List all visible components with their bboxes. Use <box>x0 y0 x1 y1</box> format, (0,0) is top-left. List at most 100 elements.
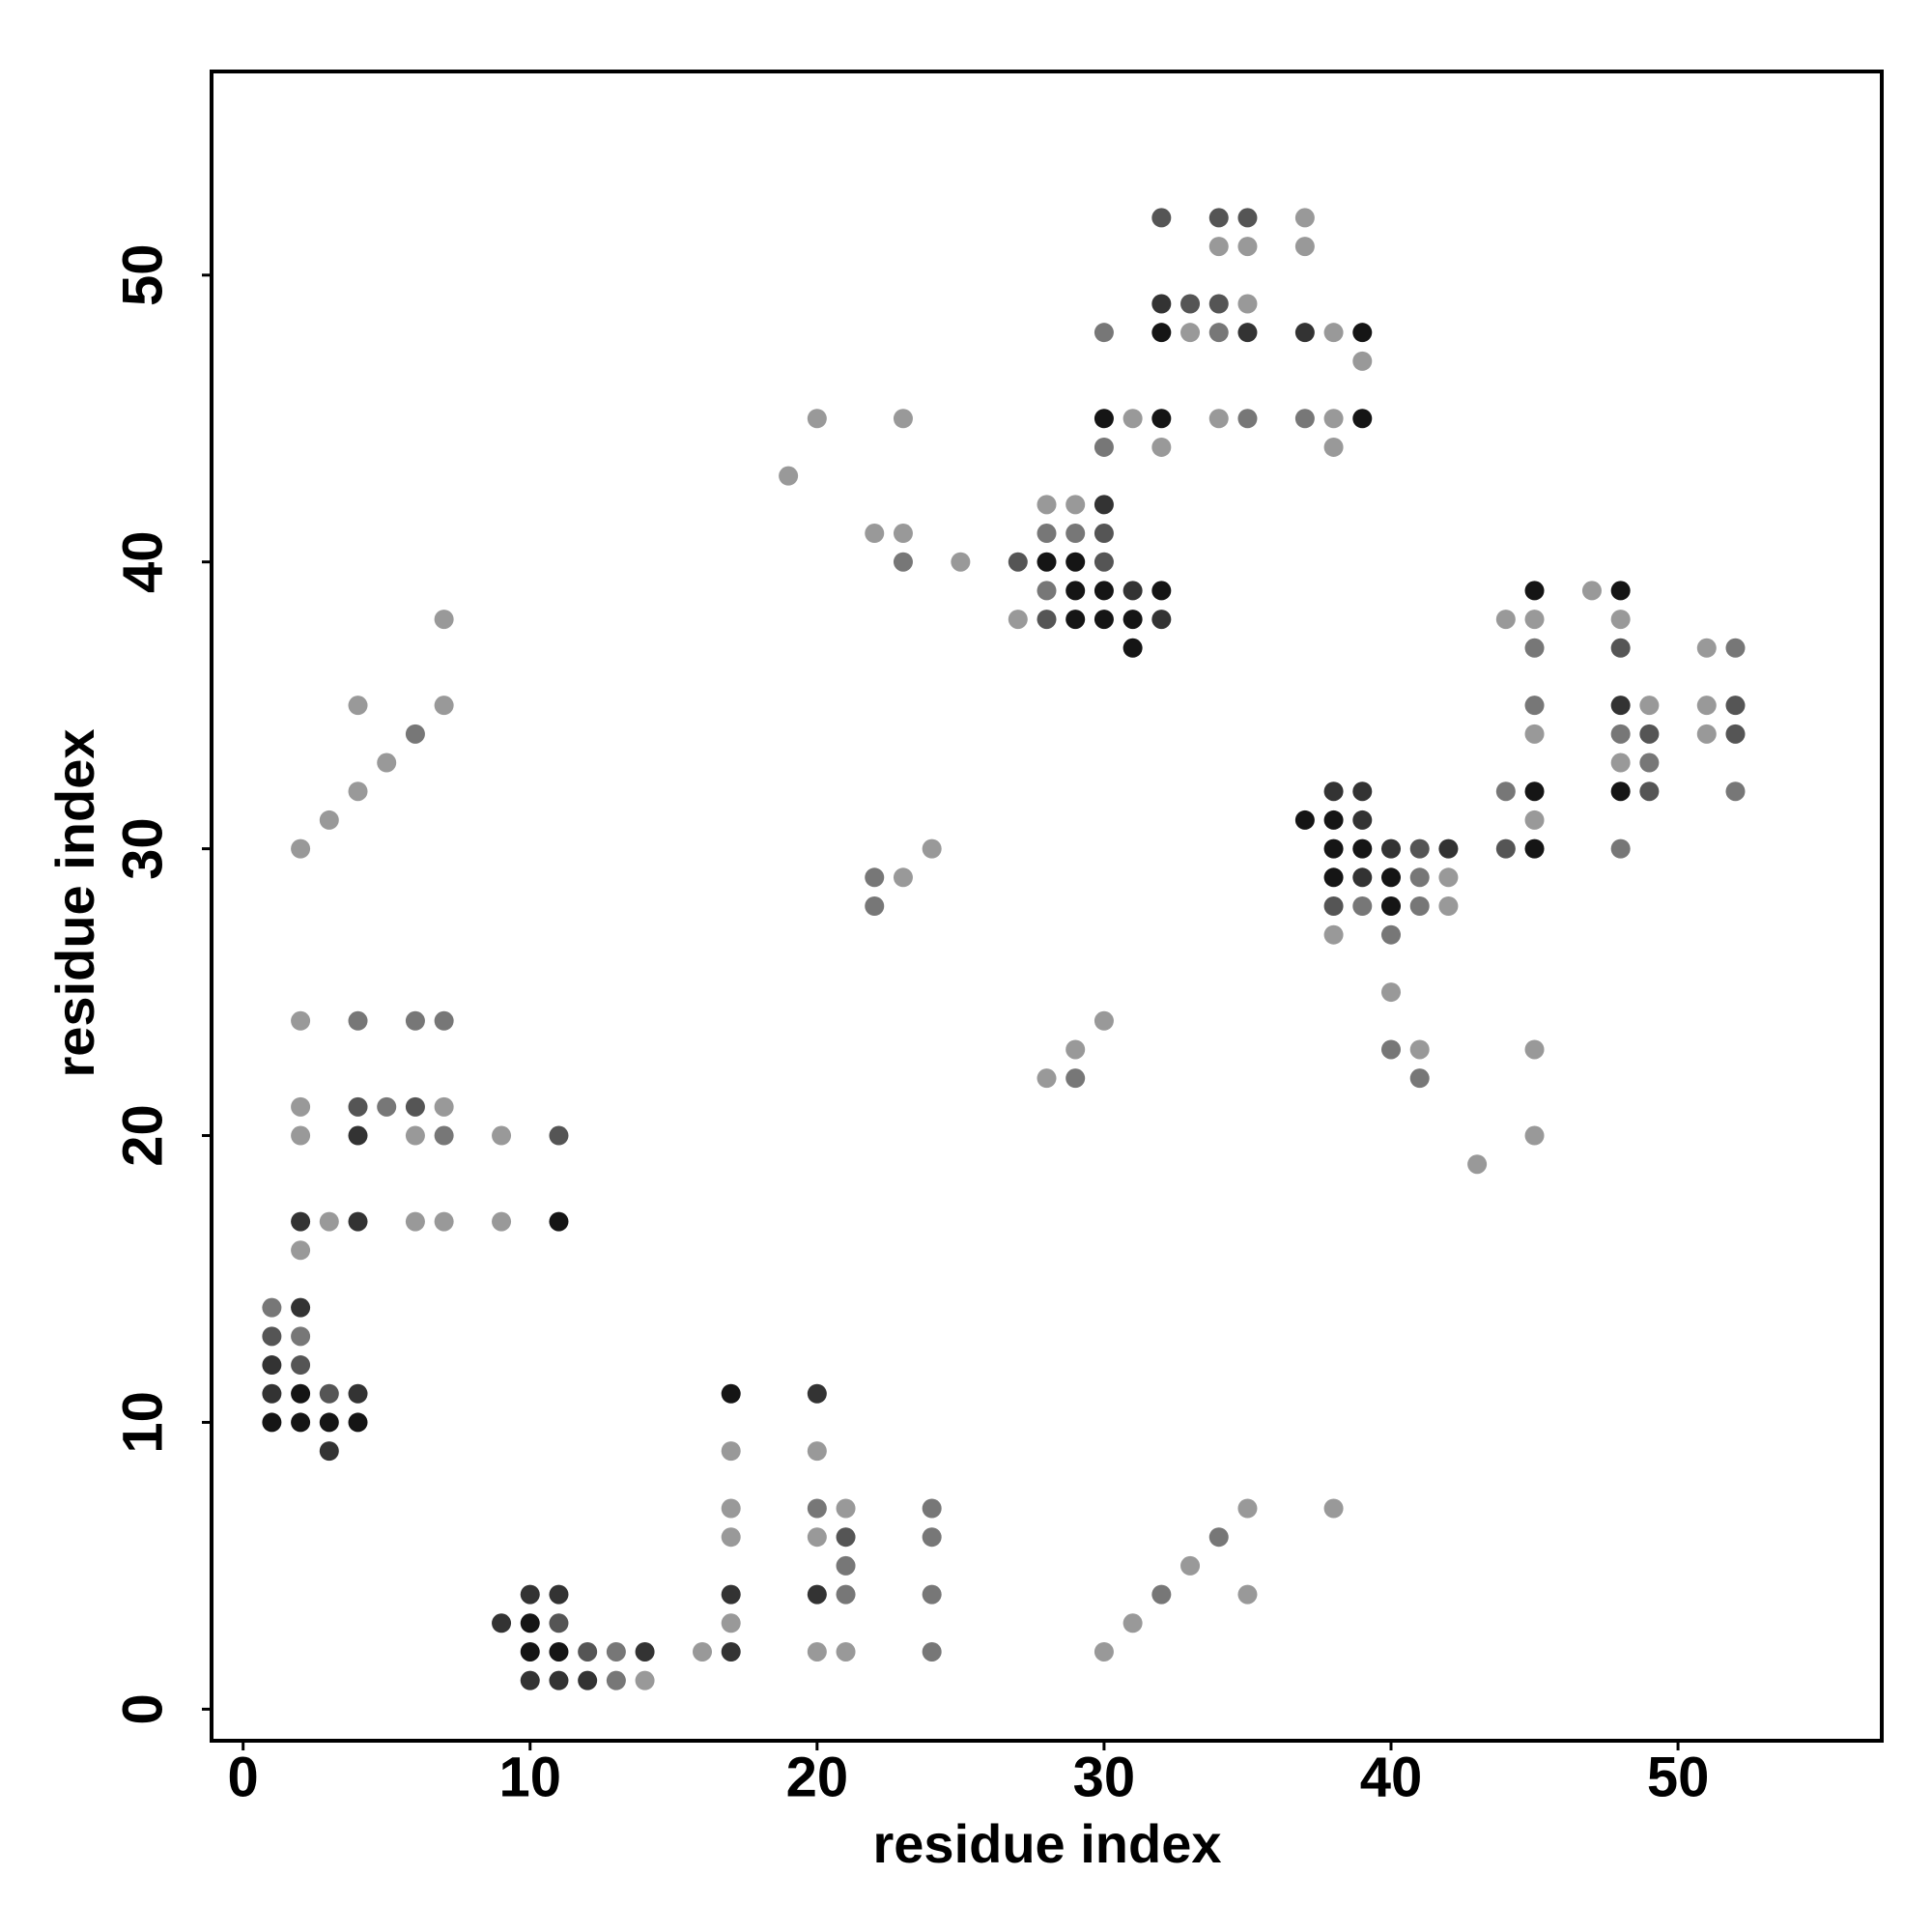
x-tick-label: 10 <box>498 1746 561 1808</box>
point <box>635 1670 655 1690</box>
point <box>1639 724 1660 744</box>
point <box>348 1383 368 1404</box>
point <box>1151 610 1172 630</box>
point <box>1065 581 1086 601</box>
point <box>1237 1584 1258 1605</box>
point <box>922 1641 942 1662</box>
point <box>1208 237 1229 257</box>
point <box>262 1383 282 1404</box>
point <box>721 1498 741 1519</box>
point <box>1237 208 1258 228</box>
point <box>1237 409 1258 429</box>
point <box>1094 437 1114 457</box>
point <box>1323 838 1344 859</box>
point <box>836 1555 856 1576</box>
point <box>721 1441 741 1462</box>
point <box>865 524 885 544</box>
point <box>1323 323 1344 343</box>
point <box>721 1641 741 1662</box>
point <box>1409 867 1430 888</box>
point <box>291 1297 311 1318</box>
point <box>1380 867 1401 888</box>
point <box>1151 437 1172 457</box>
point <box>1696 638 1717 658</box>
point <box>807 1584 827 1605</box>
point <box>1610 581 1631 601</box>
point <box>1610 610 1631 630</box>
point <box>1151 409 1172 429</box>
point <box>1524 1039 1545 1060</box>
point <box>1524 781 1545 802</box>
point <box>291 1355 311 1376</box>
point <box>1237 237 1258 257</box>
point <box>893 867 913 888</box>
point <box>1208 208 1229 228</box>
point <box>922 1584 942 1605</box>
point <box>1294 237 1315 257</box>
y-tick-label: 20 <box>111 1104 174 1167</box>
point <box>578 1641 598 1662</box>
point <box>1323 1498 1344 1519</box>
point <box>492 1211 512 1232</box>
point <box>922 1527 942 1548</box>
point <box>1122 1613 1143 1634</box>
point <box>1094 552 1114 572</box>
point <box>492 1613 512 1634</box>
point <box>693 1641 713 1662</box>
point <box>1237 323 1258 343</box>
point <box>1323 924 1344 945</box>
point <box>492 1125 512 1146</box>
point <box>291 1240 311 1261</box>
point <box>434 696 454 716</box>
point <box>1122 638 1143 658</box>
point <box>1524 810 1545 830</box>
point <box>319 1211 339 1232</box>
point <box>549 1584 569 1605</box>
point <box>836 1498 856 1519</box>
point <box>1323 896 1344 916</box>
point <box>836 1527 856 1548</box>
point <box>291 1096 311 1117</box>
point <box>262 1326 282 1347</box>
point <box>405 1211 425 1232</box>
point <box>549 1613 569 1634</box>
point <box>1438 867 1459 888</box>
x-tick-label: 30 <box>1073 1746 1136 1808</box>
point <box>1610 724 1631 744</box>
point <box>721 1527 741 1548</box>
point <box>1467 1154 1488 1175</box>
point <box>1065 552 1086 572</box>
point <box>348 781 368 802</box>
point <box>1409 896 1430 916</box>
point <box>1610 753 1631 773</box>
point <box>1037 552 1057 572</box>
point <box>319 1383 339 1404</box>
point <box>1294 409 1315 429</box>
point <box>1380 924 1401 945</box>
point <box>922 1498 942 1519</box>
point <box>1495 610 1516 630</box>
point <box>1639 696 1660 716</box>
point <box>1094 581 1114 601</box>
point <box>549 1670 569 1690</box>
point <box>1151 323 1172 343</box>
point <box>262 1412 282 1433</box>
point <box>319 810 339 830</box>
point <box>1696 696 1717 716</box>
point <box>1524 638 1545 658</box>
point <box>1008 552 1028 572</box>
point <box>1495 781 1516 802</box>
point <box>405 724 425 744</box>
point <box>1352 896 1373 916</box>
point <box>348 1096 368 1117</box>
point <box>319 1412 339 1433</box>
point <box>549 1641 569 1662</box>
point <box>1352 409 1373 429</box>
point <box>1352 351 1373 371</box>
point <box>721 1613 741 1634</box>
point <box>1294 208 1315 228</box>
point <box>1180 294 1201 314</box>
point <box>1524 1125 1545 1146</box>
point <box>807 409 827 429</box>
